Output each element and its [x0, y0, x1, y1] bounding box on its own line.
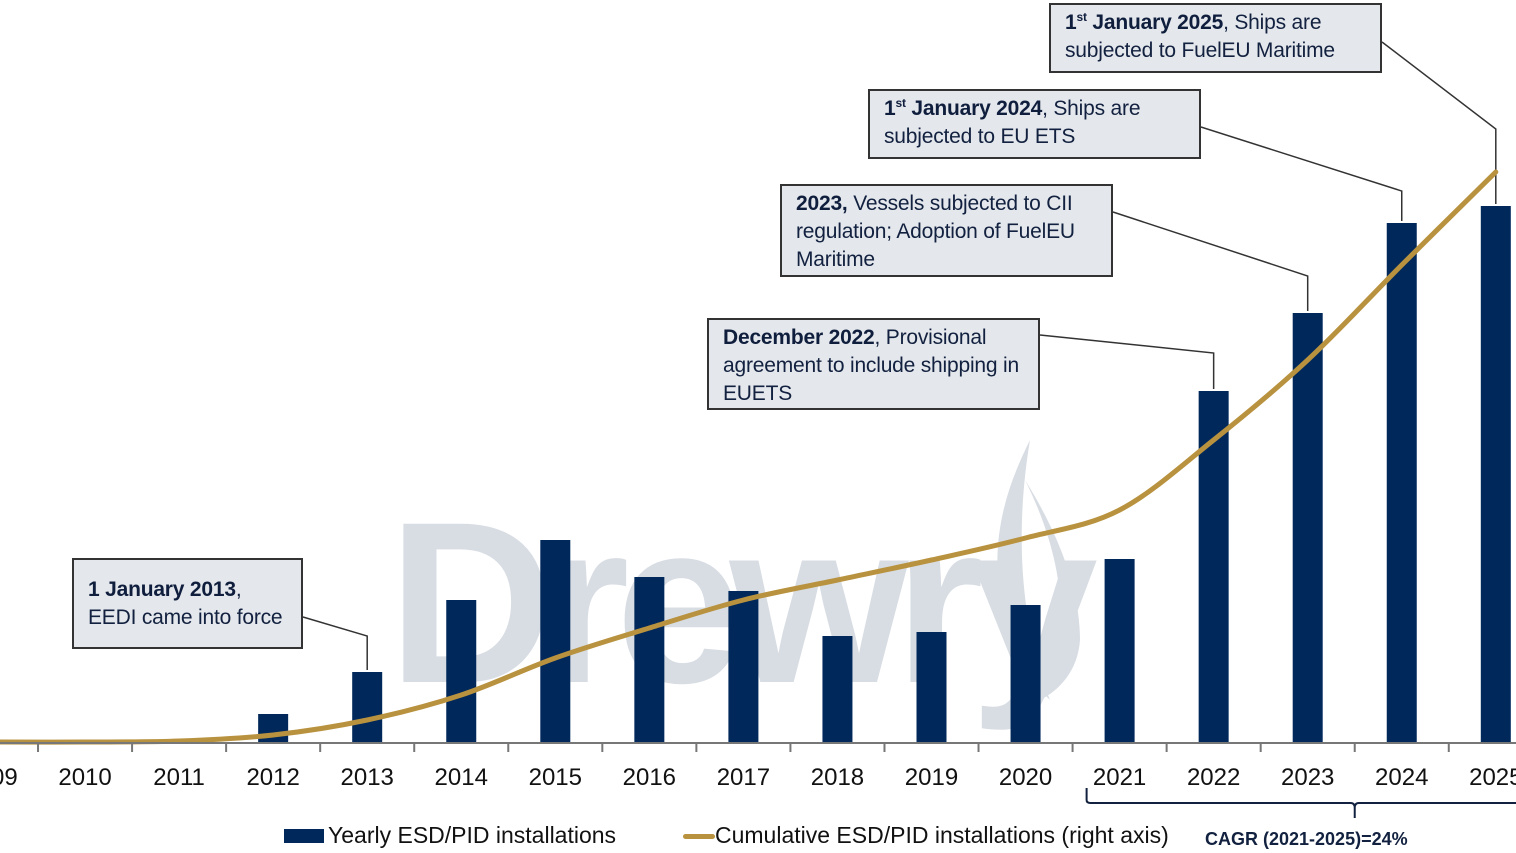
annotation-connectors	[302, 41, 1497, 670]
legend-label-cumulative: Cumulative ESD/PID installations (right …	[715, 822, 1169, 848]
x-tick-label-2021: 2021	[1093, 764, 1146, 791]
annotation-2023: 2023, Vessels subjected to CII regulatio…	[780, 184, 1113, 277]
bar-2018	[822, 636, 853, 742]
x-tick-label-2023: 2023	[1281, 764, 1334, 791]
x-tick-label-2011: 2011	[153, 764, 205, 791]
annotation-2013-bold: 1 January 2013	[88, 578, 236, 601]
bar-2016	[634, 577, 665, 742]
annotation-2024-bold: 1st January 2024	[884, 97, 1042, 120]
annotation-2022-bold: December 2022	[723, 326, 875, 349]
bar-2020	[1010, 605, 1041, 742]
annotation-2024-bold-2: January 2024	[905, 97, 1043, 120]
annotation-2022-text: , Provisional agreement to include shipp…	[723, 326, 1019, 405]
bar-2017	[728, 591, 759, 742]
x-axis-tick-labels: 2009 2010 2011 2012 2013 2014 2015 2016 2017 2018…	[0, 764, 1516, 791]
annotation-2013-text: , EEDI came into force	[88, 578, 283, 629]
annotation-2024: 1st January 2024, Ships are subjected to…	[868, 89, 1201, 159]
cagr-bracket	[1085, 788, 1516, 818]
bar-2021	[1104, 559, 1135, 742]
annotation-2013: 1 January 2013, EEDI came into force	[72, 558, 303, 649]
x-tick-label-2010: 2010	[58, 764, 111, 791]
bar-series	[0, 206, 1511, 742]
annotation-2023-bold: 2023,	[796, 192, 848, 215]
connector-2023	[1112, 211, 1309, 311]
x-tick-label-2015: 2015	[529, 764, 582, 791]
x-tick-label-2024: 2024	[1375, 764, 1428, 791]
x-tick-label-2020: 2020	[999, 764, 1052, 791]
bar-2015	[540, 540, 571, 742]
x-tick-label-2017: 2017	[717, 764, 770, 791]
x-tick-label-2013: 2013	[341, 764, 394, 791]
x-tick-label-2009: 2009	[0, 764, 18, 791]
x-tick-label-2016: 2016	[623, 764, 676, 791]
annotation-2025-bold: 1st January 2025	[1065, 11, 1223, 34]
legend-label-yearly: Yearly ESD/PID installations	[328, 822, 617, 848]
annotation-2025-sup: st	[1076, 10, 1087, 24]
annotation-2025: 1st January 2025, Ships are subjected to…	[1049, 3, 1382, 73]
annotation-2024-text: , Ships are subjected to EU ETS	[884, 97, 1141, 148]
annotation-2025-text: , Ships are subjected to FuelEU Maritime	[1065, 11, 1335, 62]
x-tick-label-2025: 2025	[1469, 764, 1516, 791]
connector-2025	[1381, 41, 1497, 204]
legend-swatch-yearly	[284, 829, 324, 843]
bar-2025	[1480, 206, 1511, 742]
connector-2024	[1200, 126, 1403, 221]
bar-2013	[352, 672, 383, 742]
cagr-label: CAGR (2021-2025)=24%	[1205, 829, 1408, 849]
x-tick-label-2012: 2012	[246, 764, 299, 791]
drewry-flame-logo-icon	[997, 440, 1080, 700]
x-tick-label-2018: 2018	[811, 764, 864, 791]
bar-2023	[1292, 313, 1323, 742]
bar-2024	[1386, 223, 1417, 742]
bar-2014	[446, 600, 477, 742]
annotation-2024-sup: st	[895, 96, 906, 110]
legend-swatch-cumulative	[683, 834, 715, 839]
connector-2022	[1039, 334, 1215, 389]
bar-2019	[916, 632, 947, 742]
cumulative-line	[0, 169, 1499, 745]
annotation-2023-text: Vessels subjected to CII regulation; Ado…	[796, 192, 1075, 271]
x-tick-label-2019: 2019	[905, 764, 958, 791]
x-axis-ticks	[37, 743, 1450, 752]
annotation-2022: December 2022, Provisional agreement to …	[707, 318, 1040, 410]
x-tick-label-2014: 2014	[435, 764, 488, 791]
connector-2013	[302, 616, 368, 670]
annotation-2025-bold-1: 1	[1065, 11, 1077, 34]
bar-2022	[1198, 391, 1229, 742]
annotation-2024-bold-1: 1	[884, 97, 896, 120]
annotation-2025-bold-2: January 2025	[1086, 11, 1224, 34]
x-tick-label-2022: 2022	[1187, 764, 1240, 791]
